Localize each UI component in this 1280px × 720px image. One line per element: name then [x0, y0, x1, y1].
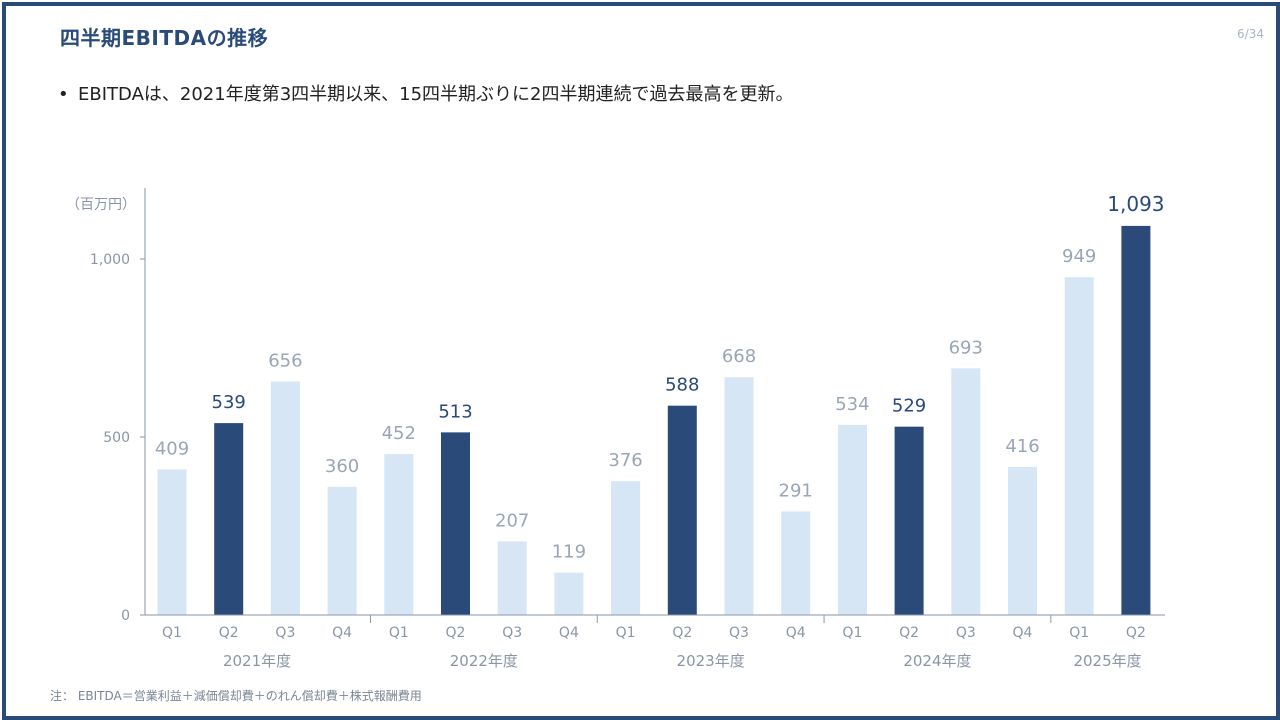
bar [1008, 466, 1037, 615]
bar [384, 454, 414, 615]
bar-highlighted [894, 426, 924, 615]
y-tick-label: 0 [121, 608, 130, 624]
bar [270, 381, 300, 615]
value-label: 207 [495, 510, 529, 531]
x-tick-label: Q2 [219, 625, 239, 641]
bar-highlighted [214, 423, 244, 615]
year-group-label: 2021年度 [223, 652, 291, 670]
x-tick-label: Q1 [389, 625, 409, 641]
value-label: 534 [835, 394, 869, 415]
unit-label: （百万円） [66, 197, 136, 213]
x-tick-label: Q3 [502, 625, 522, 641]
value-label: 291 [779, 480, 813, 501]
x-tick-label: Q2 [446, 625, 466, 641]
x-tick-label: Q4 [332, 625, 352, 641]
x-tick-label: Q1 [1069, 625, 1089, 641]
x-tick-label: Q3 [956, 625, 976, 641]
bar [781, 511, 811, 615]
value-label: 693 [949, 337, 983, 358]
bar [837, 424, 867, 615]
bar [611, 481, 641, 615]
footnote: 注： EBITDA＝営業利益＋減価償却費＋のれん償却費＋株式報酬費用 [50, 689, 422, 703]
value-label: 452 [382, 423, 416, 444]
bars [157, 225, 1151, 615]
x-tick-label: Q4 [786, 625, 806, 641]
x-tick-label: Q2 [672, 625, 692, 641]
year-group-label: 2024年度 [903, 652, 971, 670]
page-number: 6/34 [1237, 27, 1264, 41]
value-label: 119 [552, 542, 586, 563]
x-tick-label: Q1 [842, 625, 862, 641]
x-tick-label: Q4 [1013, 625, 1033, 641]
x-tick-label: Q1 [162, 625, 182, 641]
slide-title: 四半期EBITDAの推移 [60, 26, 269, 50]
x-tick-label: Q2 [1126, 625, 1146, 641]
y-tick-label: 1,000 [90, 252, 130, 268]
bullet-text: EBITDAは、2021年度第3四半期以来、15四半期ぶりに2四半期連続で過去最… [78, 84, 794, 105]
bar [497, 541, 527, 615]
value-label: 360 [325, 456, 359, 477]
year-group-label: 2025年度 [1073, 652, 1141, 670]
year-group-label: 2023年度 [677, 652, 745, 670]
bullet-point: • EBITDAは、2021年度第3四半期以来、15四半期ぶりに2四半期連続で過去… [58, 80, 794, 106]
bar [327, 486, 357, 615]
x-tick-label: Q3 [729, 625, 749, 641]
bar [724, 377, 754, 615]
value-label: 539 [212, 392, 246, 413]
bar [951, 368, 981, 615]
x-tick-label: Q2 [899, 625, 919, 641]
value-label: 656 [268, 350, 302, 371]
value-label: 668 [722, 346, 756, 367]
bar [554, 572, 584, 615]
bar [1064, 277, 1094, 615]
x-axis: Q1 Q2 Q3 Q4 Q1 Q2 Q3 Q4 Q1 Q2 Q3 Q4 Q1 Q2 Q3 Q4 Q1 Q2 2021… [145, 614, 1165, 670]
y-axis: 0 500 1,000 [90, 188, 146, 624]
x-tick-label: Q1 [616, 625, 636, 641]
value-label: 416 [1005, 436, 1039, 457]
x-tick-label: Q4 [559, 625, 579, 641]
value-label: 588 [665, 375, 699, 396]
value-label: 529 [892, 396, 926, 417]
value-labels: 409 539 656 360 452 513 207 119 376 588 668 291 534 5… [155, 192, 1165, 563]
value-label: 376 [608, 450, 642, 471]
bar-highlighted [1121, 225, 1151, 615]
value-label: 513 [438, 401, 472, 422]
bar [157, 469, 187, 615]
bullet-dot-icon: • [58, 84, 69, 105]
value-label: 1,093 [1107, 192, 1164, 216]
value-label: 949 [1062, 246, 1096, 267]
x-tick-label: Q3 [275, 625, 295, 641]
bar-highlighted [441, 432, 470, 615]
value-label: 409 [155, 438, 189, 459]
bar-highlighted [667, 405, 697, 615]
y-tick-label: 500 [103, 430, 130, 446]
year-group-label: 2022年度 [450, 652, 518, 670]
